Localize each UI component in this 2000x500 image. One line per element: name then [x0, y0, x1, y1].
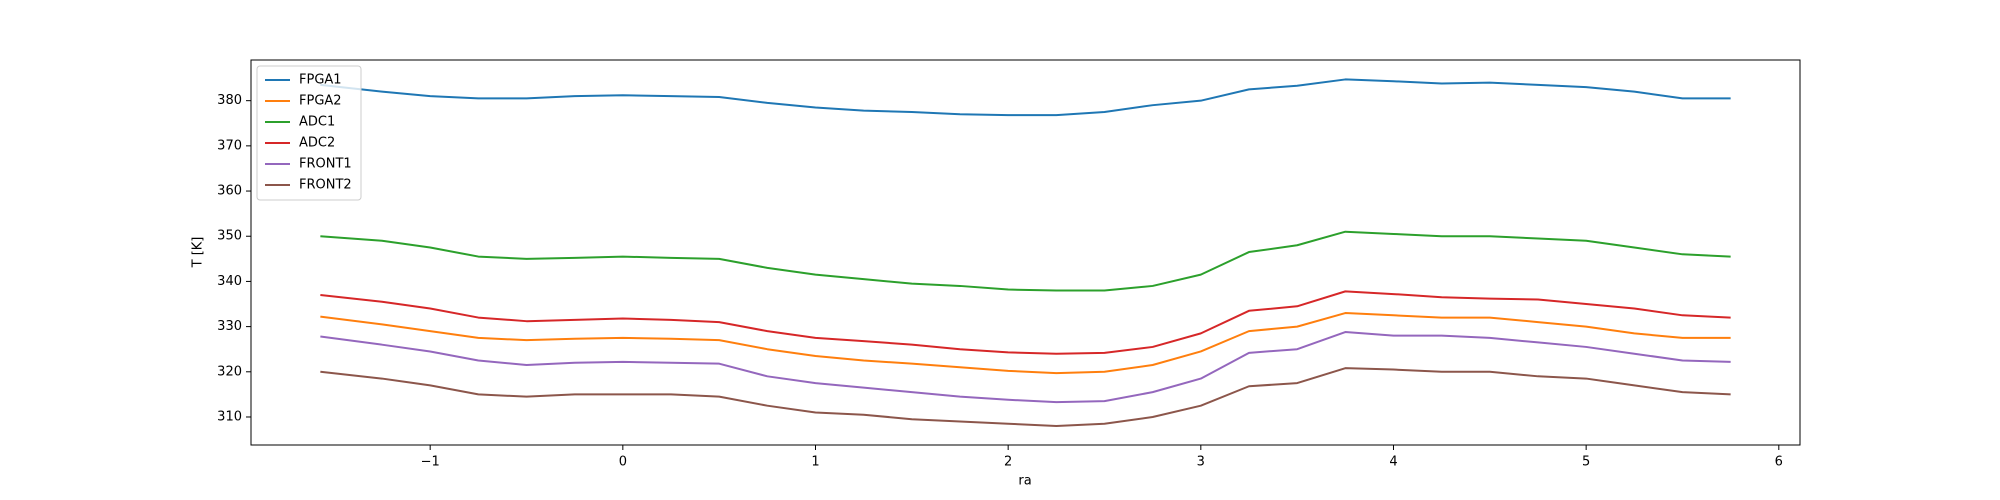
- data-line: [320, 312, 1731, 375]
- data-line: [320, 331, 1731, 404]
- axes-frame: [250, 59, 1801, 446]
- legend-label: ADC2: [299, 136, 335, 151]
- x-tick-label: 3: [1197, 455, 1205, 470]
- x-tick-label: 4: [1389, 455, 1397, 470]
- legend-label: FPGA2: [299, 94, 342, 109]
- legend-label: ADC1: [299, 115, 335, 130]
- x-tick-label: 1: [811, 455, 819, 470]
- y-tick-label: 320: [217, 364, 242, 379]
- data-line: [320, 367, 1731, 428]
- legend-label: FRONT2: [299, 178, 352, 193]
- x-axis-label: ra: [1018, 474, 1031, 489]
- legend-box: [256, 65, 362, 201]
- y-tick-label: 360: [217, 184, 242, 199]
- x-tick-label: 2: [1004, 455, 1012, 470]
- x-tick-label: 6: [1775, 455, 1783, 470]
- y-tick-label: 380: [217, 93, 242, 108]
- data-line: [320, 290, 1731, 355]
- data-line: [320, 230, 1731, 292]
- x-tick-label: −1: [421, 455, 440, 470]
- y-axis-label: T [K]: [191, 237, 206, 269]
- x-tick-label: 0: [619, 455, 627, 470]
- y-tick-label: 350: [217, 229, 242, 244]
- data-line: [320, 78, 1731, 117]
- y-tick-label: 370: [217, 138, 242, 153]
- legend-label: FPGA1: [299, 73, 342, 88]
- y-tick-label: 330: [217, 319, 242, 334]
- y-tick-label: 340: [217, 274, 242, 289]
- y-tick-label: 310: [217, 409, 242, 424]
- legend-label: FRONT1: [299, 157, 352, 172]
- x-tick-label: 5: [1582, 455, 1590, 470]
